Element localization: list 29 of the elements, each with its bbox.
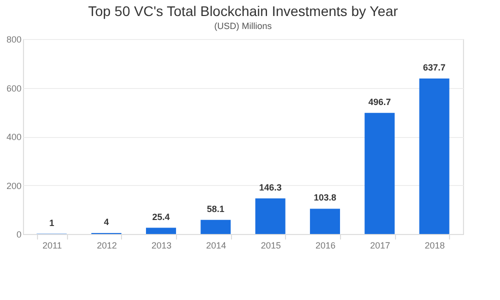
data-label: 496.7 [368, 96, 391, 107]
data-label: 637.7 [423, 62, 446, 73]
x-tick-label: 2012 [96, 240, 117, 250]
y-tick-label: 600 [6, 83, 22, 94]
data-label: 4 [104, 217, 109, 228]
x-tick-label: 2013 [151, 240, 172, 250]
x-tick-label: 2015 [260, 240, 281, 250]
bar [364, 112, 395, 234]
bar [310, 208, 340, 234]
y-tick-label: 200 [6, 180, 22, 191]
x-tick-label: 2016 [315, 240, 336, 250]
x-tick-label: 2011 [42, 240, 62, 250]
data-label: 103.8 [314, 192, 336, 203]
x-tick-label: 2014 [206, 240, 226, 250]
data-label: 58.1 [206, 204, 224, 214]
y-tick-label: 400 [6, 132, 22, 142]
x-tick-label: 2018 [424, 240, 445, 250]
y-tick-label: 0 [16, 230, 22, 240]
bar [200, 220, 231, 234]
data-label: 1 [49, 218, 54, 228]
bar [146, 228, 176, 234]
x-tick-label: 2017 [370, 240, 390, 250]
bar [419, 78, 450, 234]
bar [255, 198, 286, 234]
chart-subtitle: (USD) Millions [214, 21, 272, 31]
chart-title: Top 50 VC's Total Blockchain Investments by Year [88, 3, 398, 19]
data-label: 146.3 [259, 182, 282, 192]
y-tick-label: 800 [6, 34, 22, 44]
data-label: 25.4 [152, 212, 170, 222]
